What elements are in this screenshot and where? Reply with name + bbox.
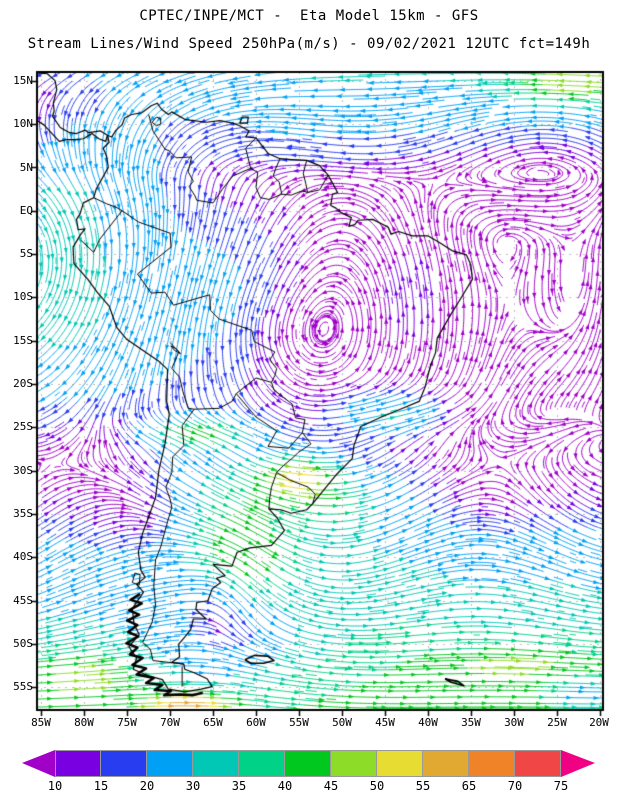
colorbar-segment — [515, 750, 561, 777]
lat-tick-label: 15S — [13, 334, 33, 347]
lat-tick-label: EQ — [19, 204, 33, 217]
colorbar-segment — [239, 750, 285, 777]
lat-tick-label: 30S — [13, 464, 33, 477]
lon-tick-label: 75W — [117, 716, 137, 729]
lon-tick-label: 40W — [418, 716, 438, 729]
colorbar-tick-label: 35 — [231, 779, 247, 793]
colorbar-tick-label: 65 — [461, 779, 477, 793]
lon-tick-label: 65W — [203, 716, 223, 729]
colorbar-segment — [423, 750, 469, 777]
colorbar-tick-label: 70 — [507, 779, 523, 793]
lat-tick-label: 45S — [13, 594, 33, 607]
lon-tick-label: 35W — [461, 716, 481, 729]
colorbar-over-arrow — [561, 750, 595, 777]
lat-tick-label: 15N — [13, 74, 33, 87]
lon-tick-label: 20W — [589, 716, 609, 729]
colorbar-tick-label: 55 — [415, 779, 431, 793]
colorbar-segment — [331, 750, 377, 777]
colorbar-tick-label: 50 — [369, 779, 385, 793]
colorbar-tick-label: 40 — [277, 779, 293, 793]
lon-tick-label: 50W — [332, 716, 352, 729]
colorbar-tick-label: 15 — [93, 779, 109, 793]
lon-tick-label: 30W — [504, 716, 524, 729]
lat-tick-label: 25S — [13, 420, 33, 433]
lat-tick-label: 5S — [19, 247, 33, 260]
colorbar-tick-label: 10 — [47, 779, 63, 793]
lon-tick-label: 60W — [246, 716, 266, 729]
lat-tick-label: 40S — [13, 550, 33, 563]
lat-tick-label: 5N — [19, 161, 33, 174]
lat-tick-label: 55S — [13, 680, 33, 693]
colorbar-segment — [193, 750, 239, 777]
colorbar-tick-label: 30 — [185, 779, 201, 793]
lat-tick-label: 10N — [13, 117, 33, 130]
lon-tick-label: 80W — [74, 716, 94, 729]
colorbar: 10 15 20 30 35 40 45 50 55 65 70 75 — [0, 748, 618, 800]
colorbar-segment — [147, 750, 193, 777]
lat-tick-label: 10S — [13, 290, 33, 303]
lon-tick-label: 70W — [160, 716, 180, 729]
lon-tick-label: 25W — [547, 716, 567, 729]
colorbar-tick-label: 20 — [139, 779, 155, 793]
lon-tick-label: 45W — [375, 716, 395, 729]
lat-tick-label: 20S — [13, 377, 33, 390]
colorbar-under-arrow — [22, 750, 55, 777]
colorbar-segment — [101, 750, 147, 777]
lon-tick-label: 55W — [289, 716, 309, 729]
colorbar-tick-label: 75 — [553, 779, 569, 793]
lon-tick-label: 85W — [31, 716, 51, 729]
colorbar-segment — [377, 750, 423, 777]
colorbar-segment — [285, 750, 331, 777]
lat-tick-label: 50S — [13, 637, 33, 650]
colorbar-segments — [55, 750, 561, 777]
colorbar-segment — [55, 750, 101, 777]
colorbar-segment — [469, 750, 515, 777]
lat-tick-label: 35S — [13, 507, 33, 520]
colorbar-tick-label: 45 — [323, 779, 339, 793]
